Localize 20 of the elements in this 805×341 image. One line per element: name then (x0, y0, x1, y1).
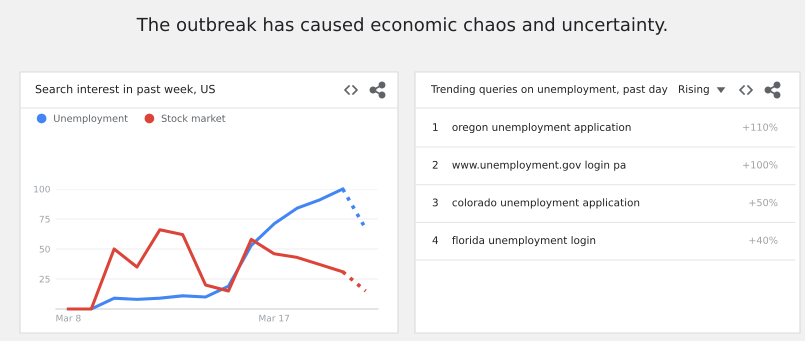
y-tick-label: 100 (34, 186, 50, 193)
legend-label: Stock market (162, 114, 226, 122)
text: 4 florida unemployment login (432, 236, 596, 246)
y-tick-label: 75 (40, 216, 50, 223)
text: +50% (749, 198, 778, 206)
text: Trending queries on unemployment, past day (430, 84, 668, 96)
y-tick-label: 50 (40, 246, 50, 253)
text: 1 oregon unemployment application (433, 122, 631, 134)
text: 2 www.unemployment.gov login pa (432, 160, 626, 171)
text: Rising (679, 84, 709, 96)
text: +110% (743, 123, 778, 131)
y-tick-label: 25 (40, 276, 50, 283)
legend-label: Unemployment (54, 114, 128, 124)
text: +100% (743, 161, 778, 169)
text: +40% (749, 236, 778, 244)
text: 3 colorado unemployment application (432, 198, 640, 208)
chart-title: The outbreak has caused economic chaos and uncertainty. (136, 17, 666, 35)
chart-subtitle: Search interest in past week, US (36, 84, 215, 96)
x-tick-label: Mar 8 (56, 314, 81, 322)
x-tick-label: Mar 17 (259, 314, 290, 322)
